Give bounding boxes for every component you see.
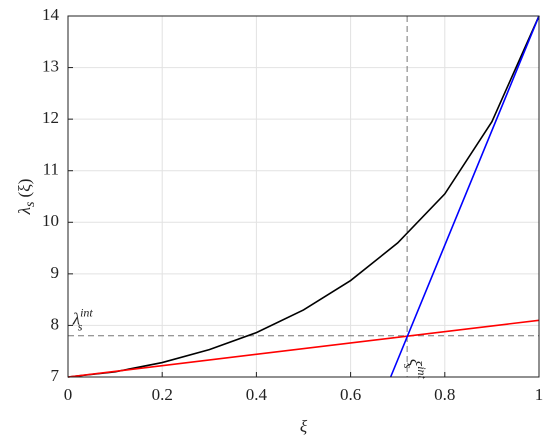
x-tick-label: 0 xyxy=(64,385,73,404)
annotation-sup: int xyxy=(415,366,429,379)
x-tick-label: 1 xyxy=(535,385,544,404)
y-label-base: λ xyxy=(15,207,34,215)
y-tick-label: 9 xyxy=(51,263,60,282)
series-line xyxy=(67,15,540,378)
y-tick-label: 14 xyxy=(42,5,60,24)
y-label-rest: (ξ) xyxy=(15,179,34,198)
y-tick-label: 10 xyxy=(42,211,59,230)
y-label-sub: s xyxy=(23,201,38,207)
annotation-sup: int xyxy=(80,305,93,319)
annotation-base: ξ xyxy=(406,359,425,367)
y-tick-label: 11 xyxy=(43,160,59,179)
x-tick-label: 0.8 xyxy=(434,385,455,404)
annotation: λint s xyxy=(72,305,94,333)
y-axis-label: λs (ξ) xyxy=(15,179,38,216)
annotation-base: λ xyxy=(72,309,80,328)
series-line xyxy=(389,15,540,378)
series-line xyxy=(67,319,540,378)
y-tick-label: 7 xyxy=(51,366,60,385)
plot-frame xyxy=(67,15,540,378)
x-tick-label: 0.6 xyxy=(340,385,361,404)
x-tick-label: 0.4 xyxy=(246,385,268,404)
annotation-sub: s xyxy=(78,319,83,333)
y-tick-label: 12 xyxy=(42,108,59,127)
x-tick-label: 0.2 xyxy=(152,385,173,404)
y-tick-label: 13 xyxy=(42,56,59,75)
annotation: ξints xyxy=(401,359,429,380)
x-axis-label: ξ xyxy=(300,417,308,436)
y-tick-label: 8 xyxy=(51,314,60,333)
annotation-sub: s xyxy=(401,364,415,369)
